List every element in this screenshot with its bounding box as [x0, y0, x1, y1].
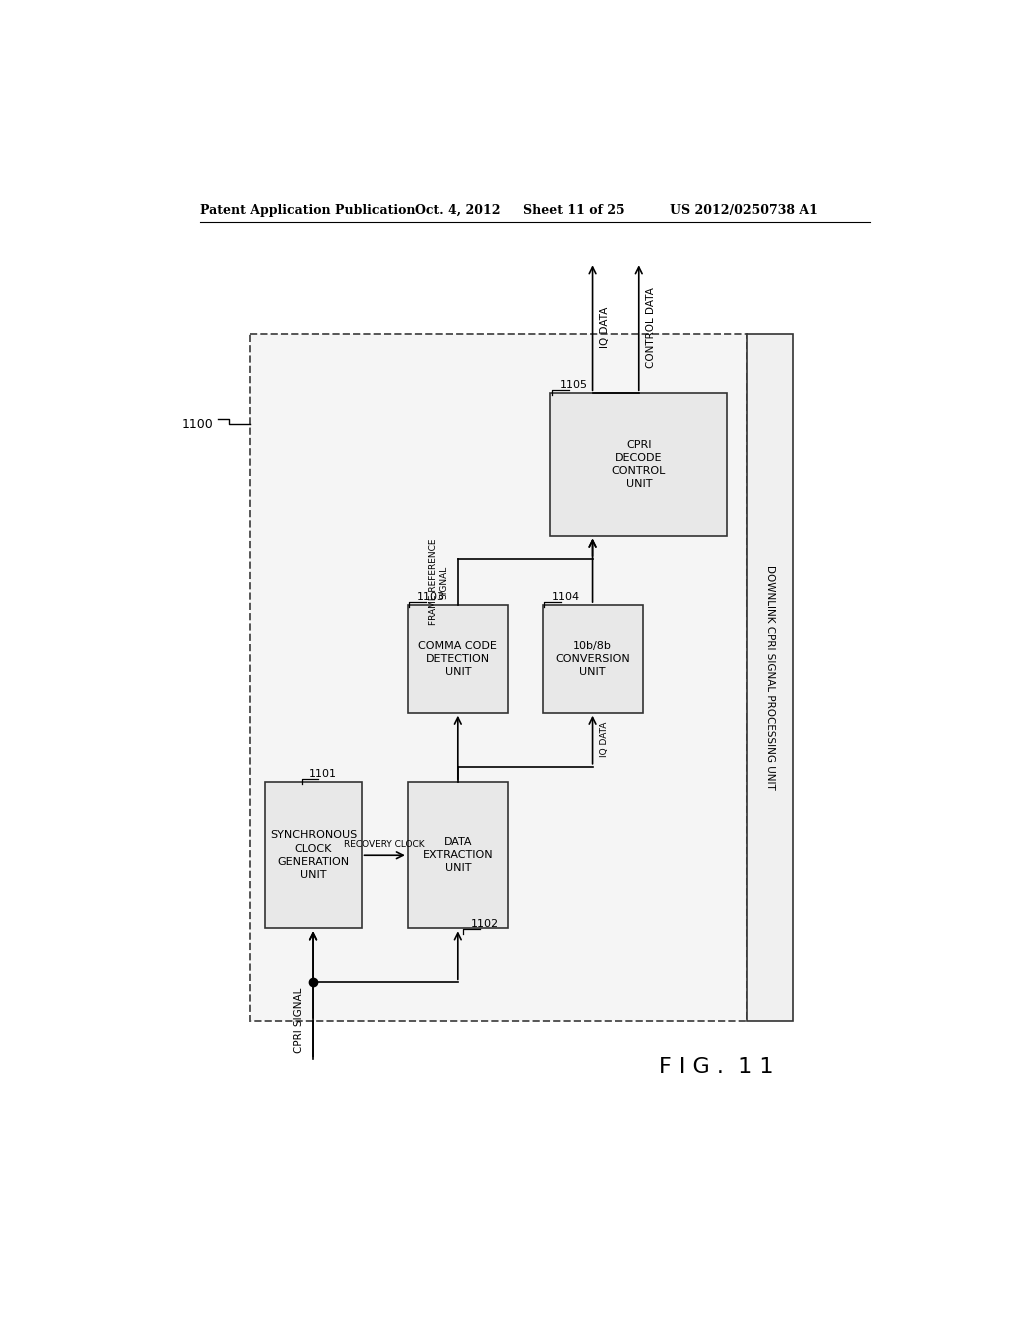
Bar: [746, 334, 793, 1020]
Bar: [408, 781, 508, 928]
Text: Sheet 11 of 25: Sheet 11 of 25: [523, 205, 625, 218]
Text: IQ DATA: IQ DATA: [600, 722, 609, 758]
Text: F I G .  1 1: F I G . 1 1: [658, 1057, 773, 1077]
Bar: [550, 393, 727, 536]
Text: CONTROL DATA: CONTROL DATA: [646, 288, 656, 368]
Text: 1102: 1102: [471, 919, 499, 929]
Text: IQ DATA: IQ DATA: [600, 308, 610, 348]
Text: CPRI
DECODE
CONTROL
UNIT: CPRI DECODE CONTROL UNIT: [611, 440, 666, 490]
Text: 1100: 1100: [182, 417, 214, 430]
Text: COMMA CODE
DETECTION
UNIT: COMMA CODE DETECTION UNIT: [419, 640, 498, 677]
Bar: [543, 605, 643, 713]
Text: Patent Application Publication: Patent Application Publication: [200, 205, 416, 218]
Bar: [408, 605, 508, 713]
Text: 10b/8b
CONVERSION
UNIT: 10b/8b CONVERSION UNIT: [555, 640, 630, 677]
Bar: [250, 334, 746, 1020]
Text: Oct. 4, 2012: Oct. 4, 2012: [416, 205, 501, 218]
Text: US 2012/0250738 A1: US 2012/0250738 A1: [670, 205, 817, 218]
Text: SYNCHRONOUS
CLOCK
GENERATION
UNIT: SYNCHRONOUS CLOCK GENERATION UNIT: [269, 830, 357, 880]
Text: DOWNLINK CPRI SIGNAL PROCESSING UNIT: DOWNLINK CPRI SIGNAL PROCESSING UNIT: [765, 565, 775, 789]
Bar: [265, 781, 361, 928]
Text: DATA
EXTRACTION
UNIT: DATA EXTRACTION UNIT: [423, 837, 494, 874]
Text: 1105: 1105: [559, 380, 588, 391]
Text: 1104: 1104: [552, 591, 580, 602]
Text: CPRI SIGNAL: CPRI SIGNAL: [294, 989, 304, 1053]
Text: 1103: 1103: [417, 591, 445, 602]
Text: 1101: 1101: [309, 770, 337, 779]
Text: RECOVERY CLOCK: RECOVERY CLOCK: [344, 840, 425, 849]
Text: FRAME REFERENCE
SIGNAL: FRAME REFERENCE SIGNAL: [429, 539, 449, 626]
